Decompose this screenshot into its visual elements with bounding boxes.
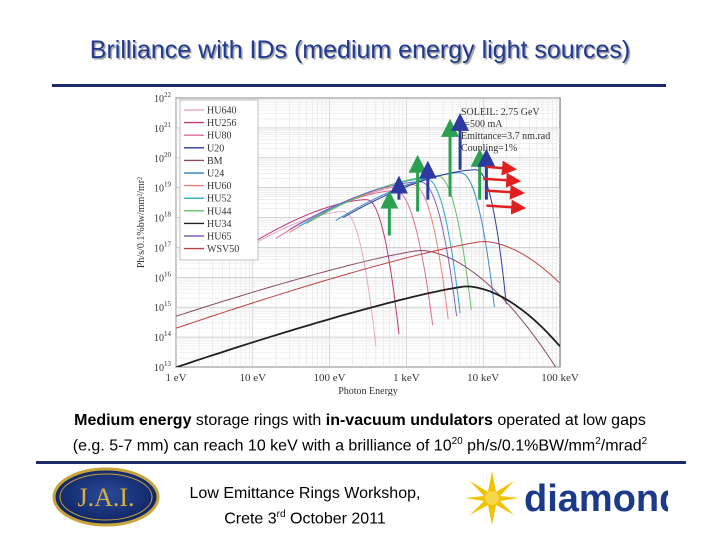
y-tick-label: 1017	[154, 240, 172, 254]
caption-exp-1: 20	[451, 436, 463, 447]
y-tick-label: 1018	[154, 211, 172, 225]
y-tick-label: 1014	[154, 330, 172, 344]
x-tick-label: 100 eV	[314, 372, 346, 384]
caption-line-2: (e.g. 5-7 mm) can reach 10 keV with a br…	[20, 431, 700, 456]
legend-label: HU640	[207, 106, 236, 117]
legend-label: HU256	[207, 118, 236, 129]
footer-line-2: Crete 3rd October 2011	[170, 504, 440, 529]
legend-label: HU34	[207, 219, 231, 230]
annotation-line: Coupling=1%	[461, 143, 517, 154]
y-tick-label: 1022	[154, 91, 172, 105]
caption-text-5: /mrad	[600, 437, 642, 455]
series-curve-u24	[335, 172, 495, 308]
annotation-line: SOLEIL: 2.75 GeV	[461, 107, 540, 118]
footer-sup: rd	[276, 509, 286, 520]
y-tick-label: 1019	[154, 181, 172, 195]
caption-text-4: ph/s/0.1%BW/mm	[462, 437, 596, 455]
caption-line-1: Medium energy storage rings with in-vacu…	[20, 410, 700, 431]
right-arrow	[483, 172, 522, 188]
y-tick-label: 1015	[154, 300, 172, 314]
legend-box	[179, 99, 259, 261]
y-tick-label: 1021	[154, 121, 172, 135]
slide-title: Brilliance with IDs (medium energy light…	[89, 36, 631, 64]
x-tick-label: 10 eV	[240, 372, 267, 384]
jai-logo-text: J.A.I.	[77, 483, 134, 512]
caption-text-3: (e.g. 5-7 mm) can reach 10 keV with a br…	[72, 437, 452, 455]
annotation-line: Emittance=3.7 nm.rad	[461, 131, 550, 142]
diamond-star-icon	[465, 471, 519, 525]
y-tick-label: 1013	[154, 360, 172, 374]
footer-text-2: October 2011	[285, 510, 386, 528]
series-curve-hu44	[306, 175, 472, 311]
legend-label: U24	[207, 169, 224, 180]
legend-label: WSV50	[207, 244, 239, 255]
caption-text-2: operated at low gaps	[492, 412, 646, 429]
footer-divider	[36, 461, 686, 464]
legend-label: HU65	[207, 232, 231, 243]
caption: Medium energy storage rings with in-vacu…	[20, 410, 700, 456]
caption-bold-2: in-vacuum undulators	[325, 412, 493, 429]
legend-label: HU44	[207, 206, 231, 217]
series-curve-bm	[176, 249, 557, 367]
y-tick-label: 1020	[154, 151, 172, 165]
footer: Low Emittance Rings Workshop, Crete 3rd …	[170, 483, 440, 529]
right-arrow	[486, 199, 527, 215]
diamond-logo-text: diamond	[524, 478, 668, 520]
annotation-line: I=500 mA	[461, 119, 503, 130]
series-curve-hu256	[245, 199, 400, 335]
caption-exp-2: 2	[595, 436, 601, 447]
caption-exp-3: 2	[641, 436, 648, 447]
legend-label: HU60	[207, 181, 231, 192]
chart-arrows	[380, 112, 527, 236]
diamond-logo: diamond	[465, 471, 668, 525]
caption-bold-1: Medium energy	[74, 412, 192, 429]
title-divider	[52, 84, 666, 87]
y-axis-label: Ph/s/0.1%bw/mm²/mr²	[136, 177, 147, 268]
legend-label: BM	[207, 156, 223, 167]
x-tick-label: 1 keV	[393, 372, 420, 384]
caption-text-1: storage rings with	[191, 412, 326, 429]
x-axis-label: Photon Energy	[338, 386, 398, 396]
legend-label: U20	[207, 143, 224, 154]
x-tick-label: 1 eV	[165, 372, 186, 384]
y-tick-label: 1016	[154, 270, 172, 284]
x-tick-label: 100 keV	[541, 372, 579, 384]
brilliance-chart: 1 eV 10 eV 100 eV 1 keV 10 keV 100 keV 1013 101…	[136, 91, 579, 396]
jai-logo: J.A.I.	[52, 467, 160, 527]
footer-text-1: Crete 3	[224, 510, 277, 528]
legend-label: HU80	[207, 131, 231, 142]
right-arrow	[486, 184, 526, 200]
chart-axes: 1 eV 10 eV 100 eV 1 keV 10 keV 100 keV 1013 101…	[136, 91, 579, 396]
series-curve-wsv50	[176, 240, 560, 329]
x-tick-label: 10 keV	[467, 372, 499, 384]
series-curve-hu34	[176, 285, 560, 367]
legend-label: HU52	[207, 194, 231, 205]
right-arrow	[486, 160, 517, 176]
footer-line-1: Low Emittance Rings Workshop,	[189, 485, 421, 502]
